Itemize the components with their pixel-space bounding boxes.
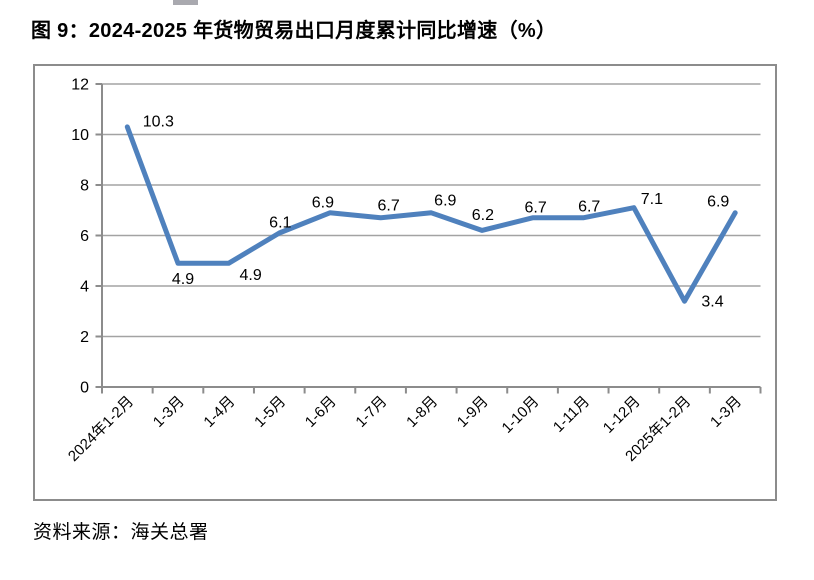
data-label: 10.3	[143, 113, 174, 130]
data-label: 6.1	[269, 215, 291, 232]
x-category-label: 1-12月	[600, 393, 644, 437]
x-category-label: 1-6月	[302, 393, 340, 431]
x-category-label: 1-7月	[352, 393, 390, 431]
scrollbar-artifact	[173, 0, 198, 5]
x-category-label: 2024年1-2月	[65, 393, 137, 465]
data-label: 6.7	[524, 199, 546, 216]
figure-title: 图 9：2024-2025 年货物贸易出口月度累计同比增速（%）	[31, 20, 557, 42]
y-tick-label: 10	[71, 127, 89, 144]
source-note: 资料来源：海关总署	[33, 522, 209, 543]
x-category-label: 1-4月	[200, 393, 238, 431]
y-tick-label: 6	[80, 228, 89, 245]
x-category-label: 1-10月	[499, 393, 543, 437]
data-label: 6.2	[472, 207, 494, 224]
data-label: 6.9	[312, 194, 334, 211]
data-label: 6.7	[578, 198, 600, 215]
data-label: 6.7	[377, 197, 399, 214]
y-tick-label: 2	[80, 329, 89, 346]
y-tick-label: 0	[80, 380, 89, 397]
line-chart: 0 2 4 6 8 10 12 2024年1-2月 1-3月 1-4月 1-5月 1-6月 1-7月 1-…	[65, 77, 762, 465]
data-label: 3.4	[701, 294, 723, 311]
y-tick-label: 4	[80, 279, 89, 296]
data-label: 6.9	[434, 192, 456, 209]
y-tick-label: 12	[71, 77, 89, 94]
chart-container: 0 2 4 6 8 10 12 2024年1-2月 1-3月 1-4月 1-5月 1-6月 1-7月 1-…	[33, 64, 777, 501]
series-line	[124, 124, 738, 304]
x-category-label: 1-3月	[150, 393, 188, 431]
x-category-label: 1-3月	[707, 393, 745, 431]
y-tick-label: 8	[80, 178, 89, 195]
x-category-label: 1-8月	[403, 393, 441, 431]
data-label: 6.9	[707, 193, 729, 210]
data-label: 4.9	[239, 267, 261, 284]
x-category-label: 1-11月	[550, 393, 593, 436]
data-label: 7.1	[641, 191, 663, 208]
x-category-label: 1-9月	[454, 393, 492, 431]
data-label: 4.9	[172, 271, 194, 288]
x-category-label: 1-5月	[251, 393, 289, 431]
